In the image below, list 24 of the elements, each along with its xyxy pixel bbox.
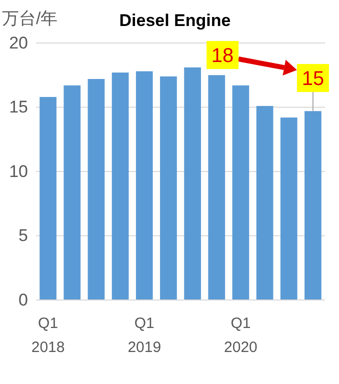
bar xyxy=(112,72,129,300)
y-tick-label: 5 xyxy=(18,226,28,246)
bar xyxy=(304,111,322,300)
bar xyxy=(208,75,226,300)
bar xyxy=(136,71,153,300)
x-tick-label: Q1 2019 xyxy=(128,315,162,356)
bar xyxy=(160,76,177,300)
chart-title: Diesel Engine xyxy=(119,11,231,30)
y-tick-label: 20 xyxy=(9,33,28,52)
y-tick-label: 10 xyxy=(9,162,28,181)
bar xyxy=(184,67,201,300)
bar xyxy=(64,85,81,300)
bar xyxy=(256,106,274,300)
bar xyxy=(88,78,105,300)
annotation: 18 xyxy=(211,45,234,67)
annotation: 15 xyxy=(302,68,324,90)
y-axis-title: 万台/年 xyxy=(2,9,58,28)
x-tick-label: Q1 2018 xyxy=(31,315,65,356)
bar xyxy=(280,118,298,300)
y-tick-label: 15 xyxy=(9,98,28,117)
x-tick-label: Q1 2020 xyxy=(224,315,258,356)
y-tick-label: 0 xyxy=(18,290,28,310)
bar xyxy=(232,85,250,300)
bar xyxy=(40,96,56,300)
